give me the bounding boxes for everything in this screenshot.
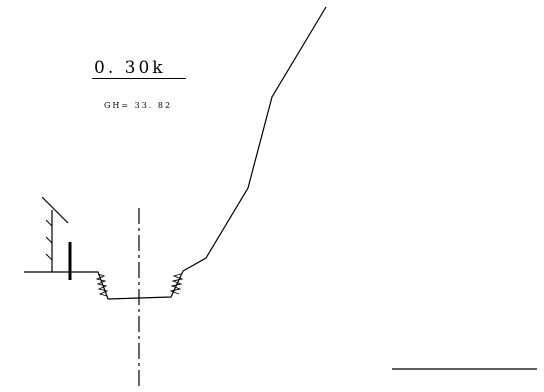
embankment-slope-line bbox=[41, 196, 69, 224]
ground-height-label: GH= 33. 82 bbox=[104, 101, 173, 110]
embankment-tick-2 bbox=[45, 236, 53, 244]
embankment-tick-1 bbox=[45, 219, 53, 227]
left-bank-revetment bbox=[95, 273, 109, 297]
ground-profile-line bbox=[24, 6, 327, 300]
station-label-underline bbox=[92, 78, 186, 80]
right-bank-revetment bbox=[169, 273, 184, 295]
station-label: 0. 30k bbox=[94, 58, 166, 78]
embankment-tick-3 bbox=[45, 253, 53, 261]
